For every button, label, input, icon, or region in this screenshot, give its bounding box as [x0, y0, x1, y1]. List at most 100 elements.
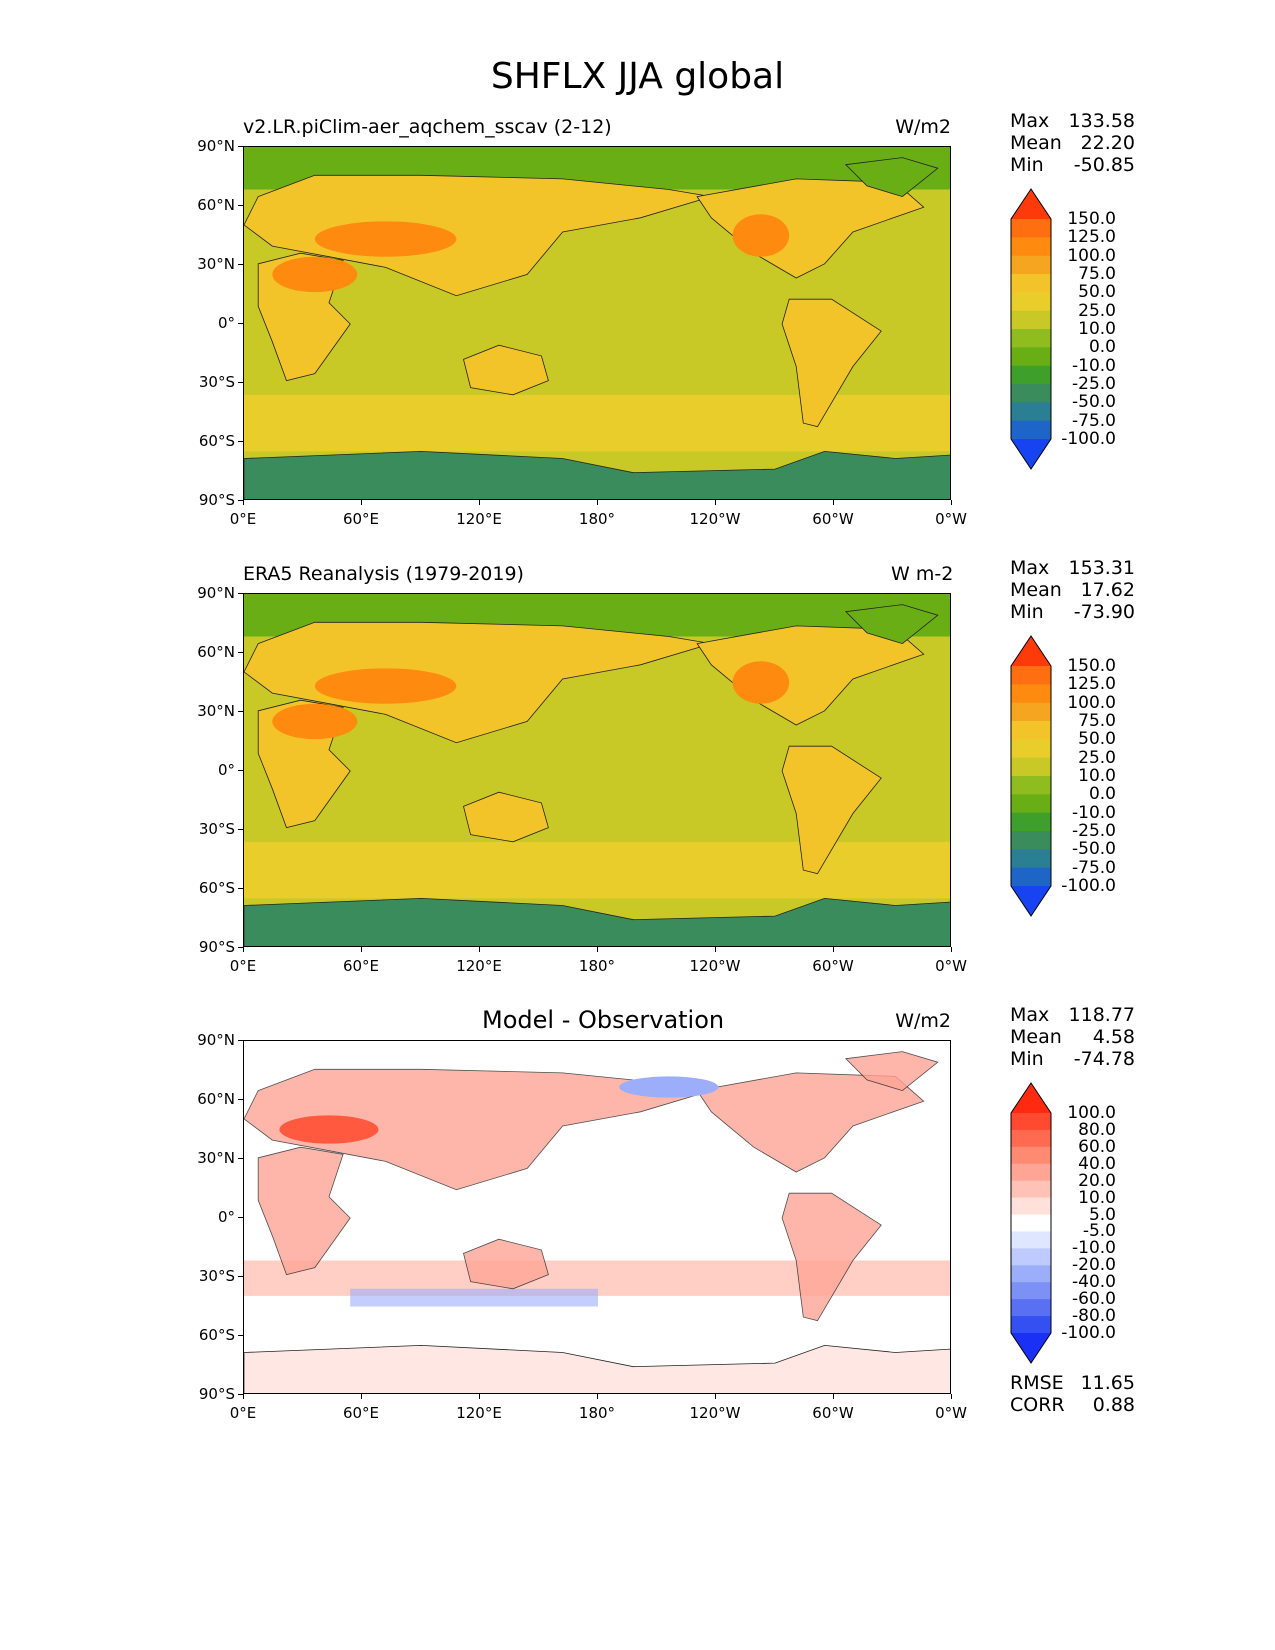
- lon-tick-mark: [243, 500, 244, 505]
- colorbar-tick-label: 100.0: [1067, 692, 1116, 713]
- stats-block: Max 133.58 Mean 22.20 Min -50.85: [1010, 110, 1135, 176]
- lon-tick-label: 0°W: [935, 510, 967, 528]
- stat-value: 22.20: [1080, 132, 1135, 154]
- lat-tick-label: 60°N: [197, 643, 235, 661]
- lon-tick-mark: [243, 947, 244, 952]
- sahara-hotspot: [272, 256, 358, 293]
- colorbar-outline: [1010, 188, 1052, 470]
- colorbar-segment: [1011, 1146, 1051, 1165]
- lon-tick-label: 120°E: [456, 510, 502, 528]
- stat-value: 118.77: [1068, 1004, 1135, 1026]
- colorbar-segment: [1011, 867, 1051, 887]
- stat-name: Min: [1010, 1048, 1044, 1070]
- lat-tick-mark: [238, 1276, 243, 1277]
- greenland-landmass: [844, 157, 939, 198]
- colorbar-segment: [1011, 666, 1051, 685]
- lat-tick-label: 90°N: [197, 584, 235, 602]
- stat-row: Min -74.78: [1010, 1048, 1135, 1070]
- lat-tick-label: 30°S: [198, 1267, 235, 1285]
- lon-tick-mark: [361, 500, 362, 505]
- lon-tick-mark: [833, 500, 834, 505]
- central-asia-hotspot: [314, 221, 457, 257]
- colorbar-tick-label: 150.0: [1067, 209, 1116, 229]
- stat-name: Min: [1010, 154, 1044, 176]
- stat-name: Mean: [1010, 579, 1062, 601]
- lat-tick-mark: [238, 441, 243, 442]
- lon-tick-label: 60°E: [342, 957, 380, 975]
- colorbar-segment: [1011, 219, 1051, 238]
- lat-tick-label: 90°S: [198, 1385, 235, 1403]
- central-asia-hotspot: [314, 668, 457, 704]
- colorbar-segment: [1011, 739, 1051, 759]
- lat-tick-mark: [238, 264, 243, 265]
- colorbar-segment: [1011, 849, 1051, 869]
- colorbar-tick-label: -100.0: [1061, 1323, 1116, 1343]
- colorbar-segment: [1011, 757, 1051, 777]
- lat-tick-label: 60°S: [198, 432, 235, 450]
- rmse-corr-block: RMSE 11.65 CORR 0.88: [1010, 1372, 1135, 1416]
- lon-tick-label: 180°: [578, 1404, 616, 1422]
- eurasia-landmass: [244, 1068, 712, 1191]
- lat-tick-label: 30°N: [197, 702, 235, 720]
- colorbar-segment: [1011, 1299, 1051, 1317]
- lat-tick-label: 90°N: [197, 137, 235, 155]
- map-svg: [244, 1041, 950, 1393]
- colorbar-tick-label: -60.0: [1072, 1289, 1116, 1310]
- colorbar-tick-label: -80.0: [1072, 1306, 1116, 1327]
- lat-tick-mark: [238, 382, 243, 383]
- lat-tick-label: 30°N: [197, 1149, 235, 1167]
- colorbar-extend-bottom: [1011, 1333, 1051, 1363]
- colorbar-tick-label: 100.0: [1067, 245, 1116, 266]
- lon-tick-mark: [951, 1394, 952, 1399]
- lon-tick-mark: [715, 500, 716, 505]
- colorbar-tick-label: 125.0: [1067, 674, 1116, 695]
- colorbar-tick-label: -50.0: [1072, 839, 1116, 860]
- lat-tick-label: 30°S: [198, 820, 235, 838]
- lat-tick-label: 0°: [217, 314, 235, 332]
- lat-tick-mark: [238, 1335, 243, 1336]
- lat-tick-mark: [238, 1217, 243, 1218]
- lat-tick-mark: [238, 500, 243, 501]
- colorbar-extend-bottom: [1011, 439, 1051, 469]
- antarctica-landmass: [244, 1344, 950, 1393]
- colorbar-tick-label: 50.0: [1078, 282, 1116, 303]
- colorbar-tick-label: 5.0: [1088, 1204, 1116, 1225]
- colorbar-segment: [1011, 310, 1051, 330]
- lat-tick-mark: [238, 146, 243, 147]
- colorbar-segment: [1011, 1214, 1051, 1232]
- lat-tick-mark: [238, 1040, 243, 1041]
- lat-tick-mark: [238, 652, 243, 653]
- lon-tick-label: 120°W: [689, 957, 741, 975]
- lon-tick-mark: [951, 500, 952, 505]
- colorbar-tick-label: -100.0: [1061, 876, 1116, 896]
- lon-tick-mark: [951, 947, 952, 952]
- lon-tick-mark: [833, 947, 834, 952]
- stat-value: 11.65: [1080, 1372, 1135, 1394]
- stat-value: 17.62: [1080, 579, 1135, 601]
- lat-tick-label: 60°N: [197, 1090, 235, 1108]
- namerica-landmass: [696, 1072, 925, 1173]
- colorbar-segment: [1011, 1248, 1051, 1266]
- colorbar-tick-label: 40.0: [1078, 1153, 1116, 1174]
- colorbar-tick-label: 10.0: [1078, 319, 1116, 339]
- lon-tick-mark: [479, 1394, 480, 1399]
- lon-tick-mark: [479, 500, 480, 505]
- lon-tick-label: 60°E: [342, 1404, 380, 1422]
- lon-tick-mark: [243, 1394, 244, 1399]
- map-panel[interactable]: [243, 146, 951, 500]
- lon-tick-label: 60°E: [342, 510, 380, 528]
- stat-value: 0.88: [1092, 1394, 1135, 1416]
- greenland-landmass: [844, 604, 939, 645]
- lat-tick-label: 90°S: [198, 491, 235, 509]
- antarctica-landmass: [244, 450, 950, 499]
- sahara-hotspot: [272, 703, 358, 740]
- map-panel[interactable]: [243, 593, 951, 947]
- lat-tick-mark: [238, 888, 243, 889]
- stat-name: CORR: [1010, 1394, 1065, 1416]
- colorbar-segment: [1011, 402, 1051, 422]
- map-panel[interactable]: [243, 1040, 951, 1394]
- stat-row: Min -50.85: [1010, 154, 1135, 176]
- colorbar-outline: [1010, 1082, 1052, 1364]
- colorbar-segment: [1011, 776, 1051, 795]
- colorbar-tick-label: -10.0: [1072, 802, 1116, 823]
